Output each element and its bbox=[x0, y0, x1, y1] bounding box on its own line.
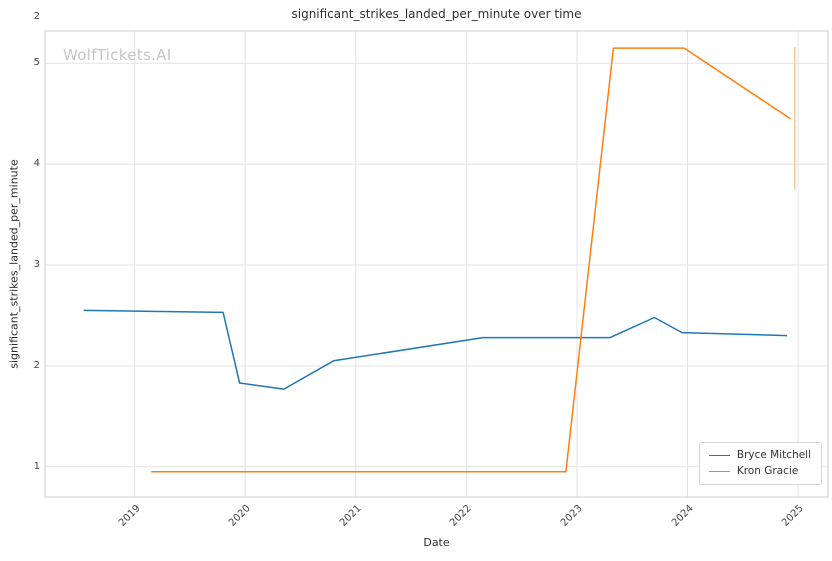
plot-frame bbox=[44, 30, 829, 498]
legend-line-swatch bbox=[708, 454, 730, 456]
y-tick-label: 1 bbox=[33, 460, 40, 472]
legend-item: Kron Gracie bbox=[708, 465, 811, 477]
y-axis-extra-label: 2 bbox=[33, 11, 40, 22]
legend: Bryce Mitchell Kron Gracie bbox=[698, 442, 822, 485]
watermark-text: WolfTickets.AI bbox=[63, 46, 172, 64]
y-tick-label: 5 bbox=[33, 57, 40, 69]
y-tick-label: 3 bbox=[33, 259, 40, 270]
legend-item: Bryce Mitchell bbox=[708, 449, 811, 461]
legend-line-swatch bbox=[708, 470, 730, 472]
series-line-kron-gracie bbox=[151, 47, 791, 473]
y-tick-label: 2 bbox=[33, 359, 40, 371]
legend-label: Bryce Mitchell bbox=[736, 449, 811, 461]
series-line-bryce-mitchell bbox=[83, 309, 788, 390]
x-axis-label: Date bbox=[423, 536, 450, 549]
chart-title: significant_strikes_landed_per_minute ov… bbox=[291, 7, 582, 21]
legend-label: Kron Gracie bbox=[736, 465, 799, 477]
y-tick-label: 4 bbox=[33, 158, 40, 170]
